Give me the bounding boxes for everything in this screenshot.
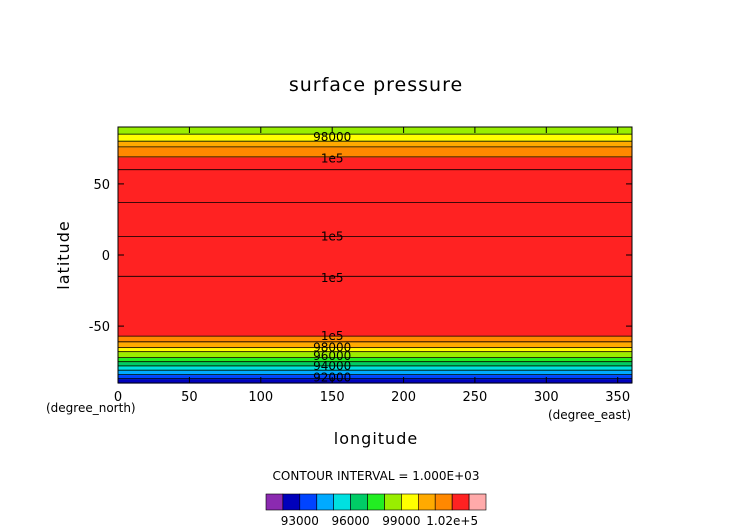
colorbar-tick-label: 93000 xyxy=(281,514,319,528)
contour-label: 98000 xyxy=(313,340,351,354)
x-tick-label: 250 xyxy=(462,390,487,405)
colorbar-swatch xyxy=(417,493,436,511)
colorbar-swatch xyxy=(367,493,385,511)
x-unit-label: (degree_east) xyxy=(548,408,631,422)
x-axis-label: longitude xyxy=(334,429,418,448)
contour-band xyxy=(118,236,632,277)
colorbar-swatch xyxy=(384,493,402,511)
x-tick-label: 0 xyxy=(114,390,122,405)
colorbar-swatch xyxy=(333,493,351,511)
contour-label: 1e5 xyxy=(321,151,344,165)
x-axis-ticks: 0 50 100 150 200 250 300 350 xyxy=(114,127,630,405)
contour-label: 1e5 xyxy=(321,271,344,285)
y-tick-label: 50 xyxy=(93,178,110,193)
contour-band xyxy=(118,357,632,363)
colorbar-swatch xyxy=(265,493,284,511)
y-unit-label: (degree_north) xyxy=(46,401,136,415)
x-tick-label: 300 xyxy=(534,390,559,405)
contour-band xyxy=(118,370,632,376)
colorbar xyxy=(265,493,487,511)
colorbar-swatch xyxy=(451,493,470,511)
contour-band xyxy=(118,134,632,142)
colorbar-tick-label: 96000 xyxy=(332,514,370,528)
y-tick-label: 0 xyxy=(102,249,110,264)
contour-band xyxy=(118,146,632,158)
contour-band xyxy=(118,378,632,384)
contour-band xyxy=(118,202,632,238)
x-tick-label: 100 xyxy=(248,390,273,405)
contour-band xyxy=(118,365,632,371)
contour-band xyxy=(118,341,632,349)
contour-label: 98000 xyxy=(313,130,351,144)
x-tick-label: 50 xyxy=(181,390,198,405)
y-axis-label: latitude xyxy=(54,220,73,289)
colorbar-swatch xyxy=(468,493,487,511)
contour-band xyxy=(118,351,632,358)
contour-band xyxy=(118,156,632,171)
contour-band xyxy=(118,361,632,367)
x-tick-label: 350 xyxy=(605,390,630,405)
contour-band xyxy=(118,169,632,203)
contour-band xyxy=(118,276,632,337)
colorbar-tick-label: 99000 xyxy=(382,514,420,528)
contour-band xyxy=(118,374,632,380)
contour-band xyxy=(118,347,632,353)
colorbar-labels: 93000 96000 99000 1.02e+5 xyxy=(281,514,478,528)
contour-label: 1e5 xyxy=(321,230,344,244)
contour-band xyxy=(118,336,632,343)
x-tick-label: 200 xyxy=(391,390,416,405)
colorbar-swatch xyxy=(434,493,453,511)
contour-band xyxy=(118,127,632,135)
contour-label: 96000 xyxy=(313,349,351,363)
contour-interval-text: CONTOUR INTERVAL = 1.000E+03 xyxy=(273,469,480,483)
contour-band xyxy=(118,141,632,148)
colorbar-swatch xyxy=(350,493,368,511)
y-axis-ticks: -50 0 50 xyxy=(89,178,632,335)
colorbar-swatch xyxy=(282,493,301,511)
contour-label: 94000 xyxy=(313,359,351,373)
x-tick-label: 150 xyxy=(320,390,345,405)
colorbar-swatch xyxy=(316,493,334,511)
colorbar-tick-label: 1.02e+5 xyxy=(426,514,478,528)
plot-area xyxy=(118,127,632,384)
contour-label: 1e5 xyxy=(321,329,344,343)
colorbar-swatch xyxy=(299,493,317,511)
colorbar-swatch xyxy=(401,493,419,511)
y-tick-label: -50 xyxy=(89,320,110,335)
chart-title: surface pressure xyxy=(289,74,463,96)
